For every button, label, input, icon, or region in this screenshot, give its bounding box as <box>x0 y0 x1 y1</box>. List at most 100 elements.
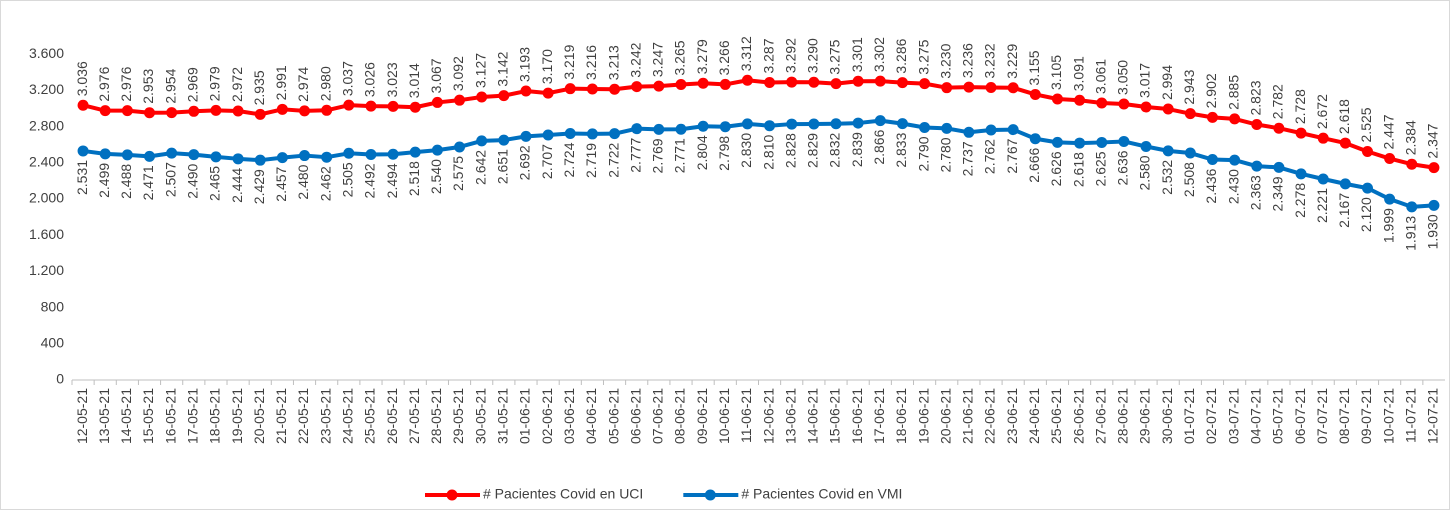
x-tick-label: 19-06-21 <box>915 388 931 444</box>
x-tick-label: 29-06-21 <box>1137 388 1153 444</box>
data-label: 2.363 <box>1247 175 1263 210</box>
point <box>1096 136 1108 148</box>
point <box>896 77 908 89</box>
data-label: 2.499 <box>96 163 112 198</box>
data-label: 2.532 <box>1159 160 1175 195</box>
x-tick-label: 31-05-21 <box>495 388 511 444</box>
point <box>1074 94 1086 106</box>
data-label: 2.625 <box>1092 151 1108 186</box>
data-label: 2.707 <box>539 144 555 179</box>
data-label: 2.839 <box>849 132 865 167</box>
point <box>764 77 776 89</box>
point <box>520 130 532 142</box>
point <box>874 115 886 127</box>
y-tick-label: 3.200 <box>29 81 64 97</box>
data-label: 2.618 <box>1336 99 1352 134</box>
point <box>1029 133 1041 145</box>
point <box>144 107 156 119</box>
x-tick-label: 27-06-21 <box>1092 388 1108 444</box>
data-label: 2.866 <box>871 129 887 164</box>
point <box>166 107 178 119</box>
x-tick-label: 18-06-21 <box>893 388 909 444</box>
point <box>963 81 975 93</box>
data-label: 3.275 <box>915 39 931 74</box>
point <box>188 149 200 161</box>
data-label: 2.810 <box>760 134 776 169</box>
x-tick-label: 16-06-21 <box>849 388 865 444</box>
y-tick-label: 1.600 <box>29 226 64 242</box>
point <box>1406 158 1418 170</box>
point <box>299 105 311 117</box>
data-label: 2.436 <box>1203 168 1219 203</box>
data-label: 2.488 <box>118 164 134 199</box>
point <box>542 129 554 141</box>
point <box>498 134 510 146</box>
point <box>786 76 798 88</box>
point <box>1384 193 1396 205</box>
point <box>808 76 820 88</box>
point <box>1074 137 1086 149</box>
data-label: 2.790 <box>915 136 931 171</box>
point <box>387 100 399 112</box>
data-label: 2.804 <box>694 135 710 170</box>
data-label: 3.266 <box>716 40 732 75</box>
point <box>719 121 731 133</box>
x-tick-label: 28-05-21 <box>428 388 444 444</box>
x-tick-label: 12-07-21 <box>1425 388 1441 444</box>
x-tick-label: 11-06-21 <box>738 388 754 443</box>
x-tick-label: 01-06-21 <box>517 388 533 444</box>
data-label: 3.014 <box>406 63 422 98</box>
point <box>454 141 466 153</box>
point <box>1339 178 1351 190</box>
x-tick-label: 10-06-21 <box>716 388 732 444</box>
data-label: 3.091 <box>1070 56 1086 91</box>
data-label: 3.279 <box>694 39 710 74</box>
point <box>697 120 709 132</box>
data-label: 2.465 <box>207 166 223 201</box>
point <box>609 83 621 95</box>
data-label: 2.540 <box>428 159 444 194</box>
data-label: 2.278 <box>1292 183 1308 218</box>
point <box>1096 97 1108 109</box>
point <box>1206 154 1218 166</box>
data-label: 2.771 <box>672 138 688 173</box>
data-label: 3.242 <box>627 42 643 77</box>
data-label: 2.991 <box>273 65 289 100</box>
point <box>786 118 798 130</box>
point <box>1384 153 1396 165</box>
data-label: 3.232 <box>982 43 998 78</box>
data-label: 2.885 <box>1225 75 1241 110</box>
point <box>431 96 443 108</box>
x-tick-label: 05-07-21 <box>1270 388 1286 444</box>
x-tick-label: 24-05-21 <box>340 388 356 444</box>
x-tick-label: 11-07-21 <box>1402 388 1418 443</box>
x-tick-label: 08-07-21 <box>1336 388 1352 444</box>
data-label: 3.037 <box>340 61 356 96</box>
point <box>321 151 333 163</box>
point <box>1118 135 1130 147</box>
data-label: 2.429 <box>251 169 267 204</box>
x-tick-label: 10-07-21 <box>1380 388 1396 444</box>
point <box>941 122 953 134</box>
data-label: 2.767 <box>1004 138 1020 173</box>
data-label: 3.193 <box>517 47 533 82</box>
point <box>232 105 244 117</box>
x-tick-label: 16-05-21 <box>162 388 178 444</box>
data-label: 2.447 <box>1380 114 1396 149</box>
point <box>1229 154 1241 166</box>
point <box>830 78 842 90</box>
data-label: 3.302 <box>871 37 887 72</box>
point <box>896 118 908 130</box>
point <box>919 122 931 134</box>
point <box>1007 124 1019 136</box>
data-label: 3.219 <box>561 44 577 79</box>
point <box>564 127 576 139</box>
point <box>1140 101 1152 113</box>
data-label: 2.457 <box>273 166 289 201</box>
point <box>653 80 665 92</box>
x-tick-label: 17-05-21 <box>185 388 201 444</box>
data-label: 2.724 <box>561 142 577 177</box>
data-label: 3.170 <box>539 49 555 84</box>
data-label: 2.782 <box>1270 84 1286 119</box>
data-label: 2.833 <box>893 132 909 167</box>
